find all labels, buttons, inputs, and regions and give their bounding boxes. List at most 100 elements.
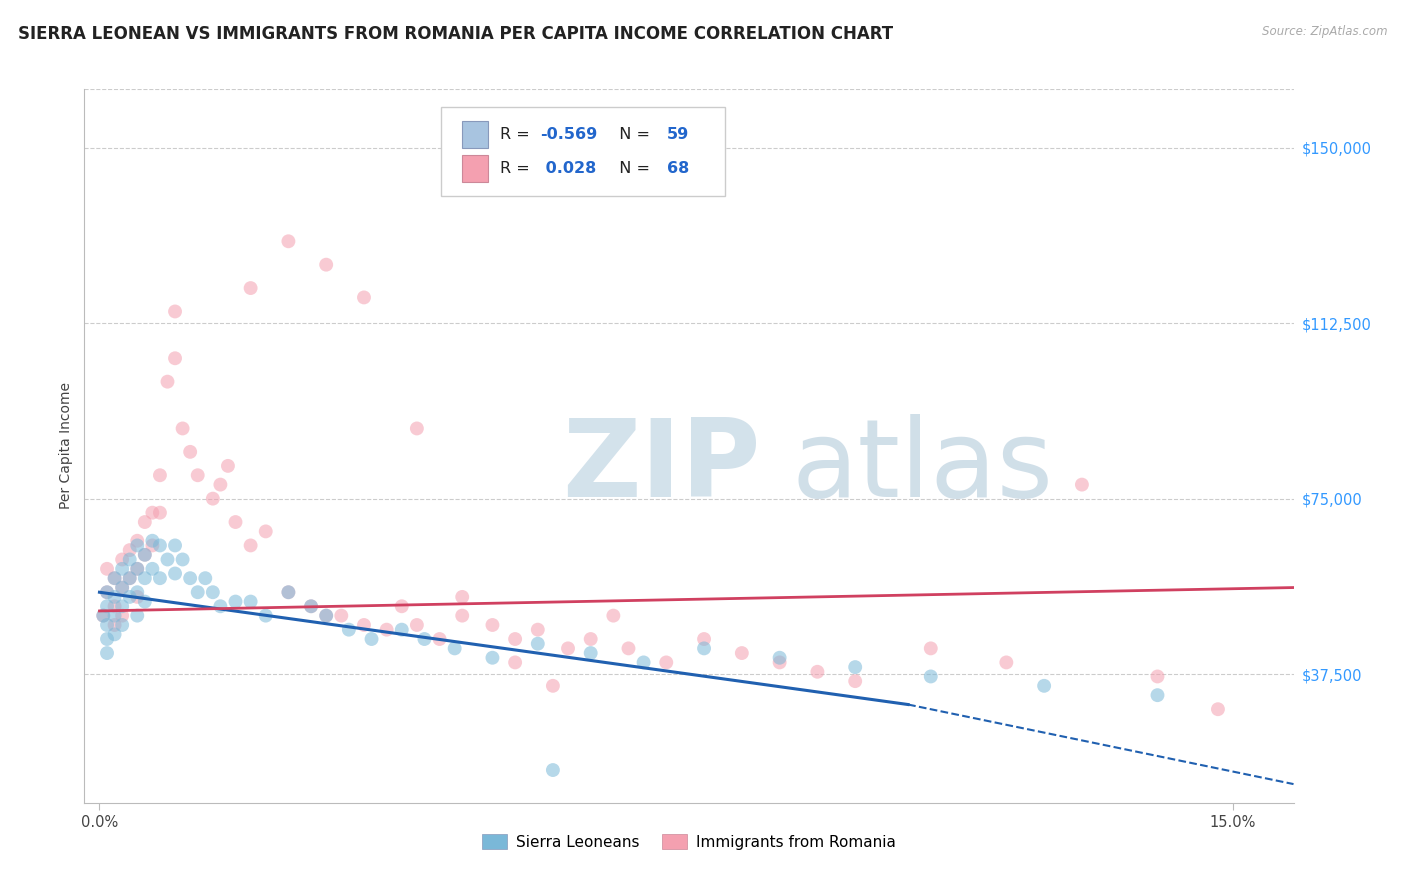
Point <box>201 491 224 506</box>
Point <box>337 623 360 637</box>
Point <box>165 304 187 318</box>
Y-axis label: Per Capita Income: Per Capita Income <box>59 383 73 509</box>
Point <box>541 763 564 777</box>
Point <box>104 618 127 632</box>
Point <box>315 258 337 272</box>
Text: SIERRA LEONEAN VS IMMIGRANTS FROM ROMANIA PER CAPITA INCOME CORRELATION CHART: SIERRA LEONEAN VS IMMIGRANTS FROM ROMANI… <box>18 25 893 43</box>
Point <box>104 571 127 585</box>
Point <box>187 585 209 599</box>
Point <box>149 538 172 552</box>
Point <box>693 641 716 656</box>
Point <box>844 674 866 689</box>
Point <box>481 618 503 632</box>
Point <box>330 608 353 623</box>
Text: R =: R = <box>501 128 536 143</box>
Point <box>299 599 322 614</box>
Point <box>602 608 624 623</box>
Point <box>187 468 209 483</box>
Point <box>693 632 716 646</box>
Point <box>731 646 754 660</box>
Point <box>315 608 337 623</box>
Point <box>844 660 866 674</box>
Point <box>156 375 179 389</box>
Point <box>172 421 194 435</box>
Point <box>579 646 602 660</box>
Point <box>111 552 134 566</box>
Point <box>299 599 322 614</box>
Point <box>96 646 118 660</box>
Point <box>769 656 792 670</box>
Point <box>111 581 134 595</box>
Point <box>149 506 172 520</box>
Point <box>149 571 172 585</box>
Point <box>239 281 262 295</box>
Point <box>141 538 163 552</box>
Point <box>920 669 942 683</box>
Point <box>127 533 149 548</box>
Point <box>360 632 382 646</box>
Point <box>527 637 550 651</box>
Point <box>141 562 163 576</box>
FancyBboxPatch shape <box>461 155 488 182</box>
Point <box>134 515 156 529</box>
Point <box>406 618 429 632</box>
Point <box>118 571 141 585</box>
Point <box>127 590 149 604</box>
Point <box>172 552 194 566</box>
Point <box>149 468 172 483</box>
Point <box>134 571 156 585</box>
Text: 0.028: 0.028 <box>540 161 596 176</box>
Point <box>391 599 413 614</box>
Point <box>617 641 640 656</box>
Point <box>127 562 149 576</box>
Point <box>209 599 232 614</box>
Point <box>1071 477 1094 491</box>
Point <box>156 552 179 566</box>
Point <box>118 552 141 566</box>
Point <box>391 623 413 637</box>
Point <box>277 585 299 599</box>
Point <box>194 571 217 585</box>
Point <box>96 585 118 599</box>
Text: ZIP: ZIP <box>562 415 761 520</box>
Point <box>96 599 118 614</box>
Point <box>111 599 134 614</box>
Point <box>111 562 134 576</box>
Point <box>920 641 942 656</box>
Point <box>91 608 114 623</box>
Point <box>1146 669 1168 683</box>
Point <box>104 608 127 623</box>
Text: 68: 68 <box>668 161 689 176</box>
Point <box>277 234 299 248</box>
Point <box>806 665 828 679</box>
Point <box>225 594 247 608</box>
Point <box>225 515 247 529</box>
Point <box>201 585 224 599</box>
Point <box>104 571 127 585</box>
Point <box>1206 702 1229 716</box>
Point <box>769 650 792 665</box>
Point <box>503 656 526 670</box>
Point <box>104 590 127 604</box>
Point <box>254 524 277 539</box>
Text: atlas: atlas <box>792 415 1053 520</box>
Point <box>406 421 429 435</box>
FancyBboxPatch shape <box>441 107 725 196</box>
Point <box>96 562 118 576</box>
Point <box>111 608 134 623</box>
Point <box>141 533 163 548</box>
Point <box>96 632 118 646</box>
Point <box>239 594 262 608</box>
Point <box>165 566 187 581</box>
Point <box>104 599 127 614</box>
Point <box>118 543 141 558</box>
Point <box>127 562 149 576</box>
Point <box>127 585 149 599</box>
Point <box>1033 679 1056 693</box>
Point <box>96 618 118 632</box>
Text: -0.569: -0.569 <box>540 128 598 143</box>
Point <box>541 679 564 693</box>
Point <box>527 623 550 637</box>
Point <box>353 618 375 632</box>
Point <box>209 477 232 491</box>
